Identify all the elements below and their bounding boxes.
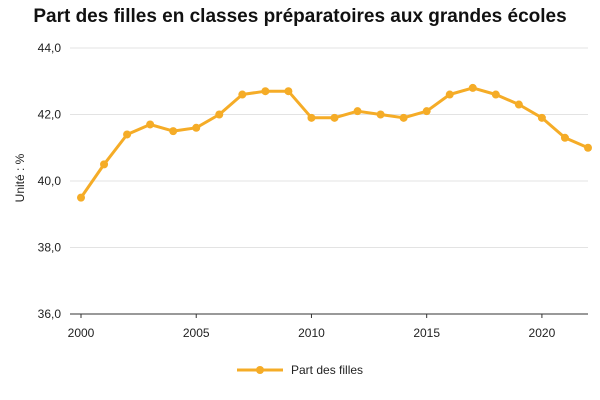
y-tick-label: 42,0 bbox=[38, 108, 62, 122]
data-point bbox=[238, 90, 247, 99]
data-point bbox=[261, 87, 270, 96]
grid-lines bbox=[70, 47, 588, 248]
x-tick-label: 2005 bbox=[183, 326, 210, 340]
legend-entry-part-des-filles: Part des filles bbox=[291, 363, 363, 377]
x-tick-label: 2010 bbox=[298, 326, 325, 340]
data-point bbox=[584, 143, 592, 152]
data-point bbox=[560, 133, 569, 142]
y-tick-label: 44,0 bbox=[38, 41, 62, 55]
y-tick-label: 36,0 bbox=[38, 307, 62, 321]
data-point bbox=[399, 113, 408, 122]
x-tick-labels: 2000 2005 2010 2015 2020 bbox=[68, 314, 556, 340]
data-point bbox=[353, 107, 362, 116]
y-tick-label: 40,0 bbox=[38, 174, 62, 188]
x-tick-label: 2020 bbox=[529, 326, 556, 340]
data-point bbox=[169, 127, 178, 136]
x-tick-label: 2015 bbox=[413, 326, 440, 340]
legend: Part des filles bbox=[237, 363, 363, 377]
data-point bbox=[330, 113, 339, 122]
data-point bbox=[468, 83, 477, 92]
data-point bbox=[491, 90, 500, 99]
legend-point-marker bbox=[256, 366, 264, 374]
data-point bbox=[376, 110, 385, 119]
data-point bbox=[192, 123, 201, 132]
y-tick-labels: 36,0 38,0 40,0 42,0 44,0 bbox=[38, 41, 62, 321]
data-point bbox=[215, 110, 224, 119]
data-point bbox=[422, 107, 431, 116]
data-point bbox=[514, 100, 523, 109]
data-point bbox=[77, 193, 85, 202]
y-axis-label: Unité : % bbox=[13, 153, 27, 202]
x-tick-label: 2000 bbox=[68, 326, 95, 340]
data-point bbox=[284, 87, 293, 96]
data-point bbox=[537, 113, 546, 122]
data-point bbox=[445, 90, 454, 99]
data-point bbox=[100, 160, 109, 169]
data-point bbox=[146, 120, 155, 129]
data-point bbox=[307, 113, 316, 122]
series bbox=[77, 83, 592, 202]
chart-title: Part des filles en classes préparatoires… bbox=[33, 6, 567, 27]
data-point bbox=[123, 130, 132, 139]
y-tick-label: 38,0 bbox=[38, 241, 62, 255]
